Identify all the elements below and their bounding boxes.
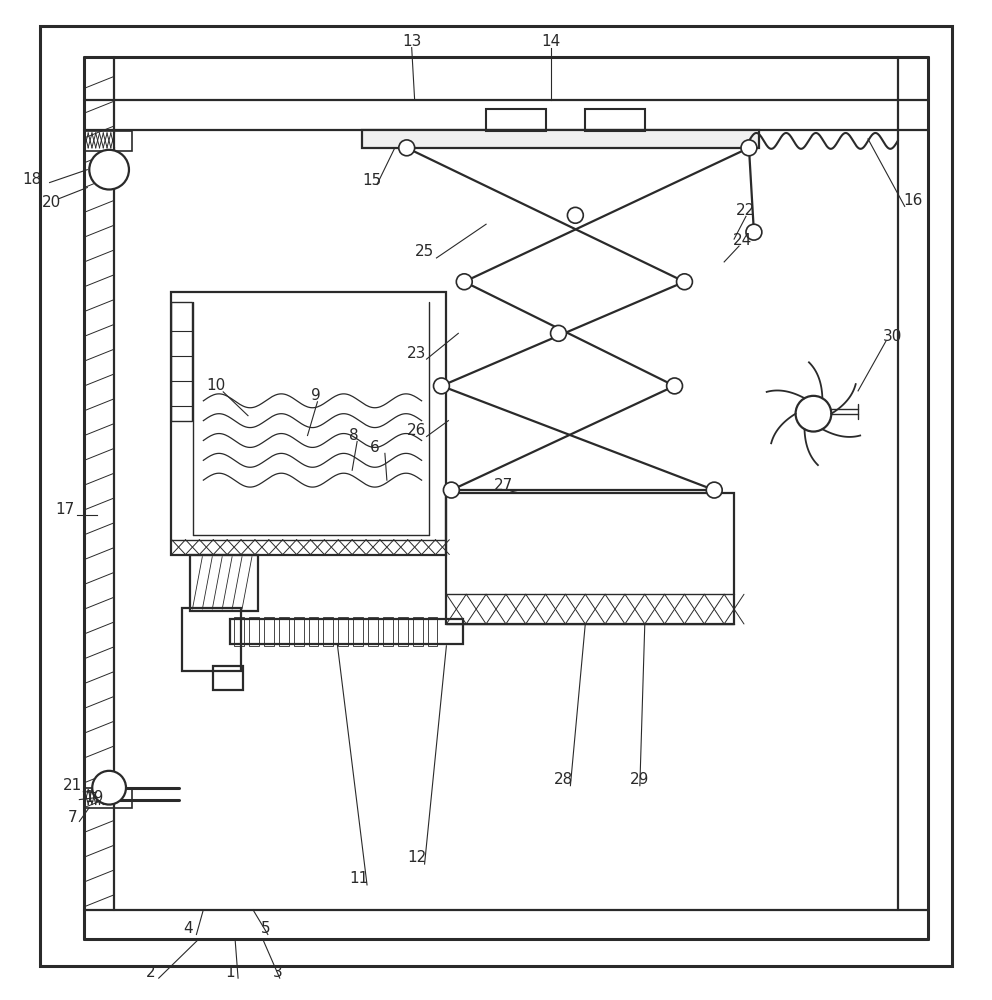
Text: 11: 11: [349, 871, 369, 886]
Bar: [171, 292, 446, 555]
Text: 13: 13: [402, 34, 422, 49]
Bar: [213, 666, 243, 690]
Text: 8: 8: [349, 428, 359, 443]
Circle shape: [456, 274, 472, 290]
Bar: [383, 617, 393, 646]
Bar: [309, 617, 318, 646]
Text: 6: 6: [370, 440, 380, 455]
Bar: [585, 109, 645, 131]
Circle shape: [399, 140, 415, 156]
Text: 22: 22: [736, 203, 756, 218]
Text: 18: 18: [22, 172, 42, 187]
Circle shape: [434, 378, 449, 394]
Text: 19: 19: [84, 790, 104, 805]
Bar: [323, 617, 333, 646]
Bar: [486, 109, 546, 131]
Text: 20: 20: [42, 195, 62, 210]
Bar: [368, 617, 378, 646]
Bar: [171, 302, 192, 421]
Bar: [362, 130, 759, 148]
Bar: [294, 617, 304, 646]
Bar: [182, 608, 241, 671]
Text: 5: 5: [261, 921, 271, 936]
Text: 23: 23: [407, 346, 427, 361]
Text: 28: 28: [554, 772, 573, 787]
Text: 10: 10: [206, 378, 226, 393]
Circle shape: [443, 482, 459, 498]
Text: 4: 4: [184, 921, 193, 936]
Circle shape: [746, 224, 762, 240]
Circle shape: [89, 150, 129, 190]
Bar: [446, 493, 734, 624]
Text: 24: 24: [732, 233, 752, 248]
Bar: [338, 617, 348, 646]
Text: 9: 9: [310, 388, 320, 403]
Bar: [230, 619, 463, 644]
Text: 2: 2: [146, 965, 156, 980]
Bar: [398, 617, 408, 646]
Text: 3: 3: [273, 965, 283, 980]
Circle shape: [92, 771, 126, 805]
Text: 1: 1: [225, 965, 235, 980]
Circle shape: [796, 396, 831, 432]
Bar: [279, 617, 289, 646]
Text: 29: 29: [630, 772, 650, 787]
Circle shape: [741, 140, 757, 156]
Text: 15: 15: [362, 173, 382, 188]
Bar: [413, 617, 423, 646]
Circle shape: [551, 325, 566, 341]
Bar: [264, 617, 274, 646]
Bar: [249, 617, 259, 646]
Text: 25: 25: [415, 244, 434, 259]
Text: 21: 21: [62, 778, 82, 793]
Bar: [190, 555, 258, 611]
Text: 17: 17: [55, 502, 74, 517]
Bar: [234, 617, 244, 646]
Text: 30: 30: [883, 329, 903, 344]
Text: 14: 14: [541, 34, 560, 49]
Text: 27: 27: [494, 478, 514, 493]
Circle shape: [706, 482, 722, 498]
Bar: [353, 617, 363, 646]
Bar: [428, 617, 437, 646]
Text: 12: 12: [407, 850, 427, 865]
Text: 7: 7: [67, 810, 77, 825]
Text: 16: 16: [903, 193, 923, 208]
Text: 26: 26: [407, 423, 427, 438]
Bar: [84, 131, 132, 151]
Circle shape: [677, 274, 692, 290]
Bar: [84, 788, 132, 808]
Circle shape: [567, 207, 583, 223]
Circle shape: [667, 378, 682, 394]
